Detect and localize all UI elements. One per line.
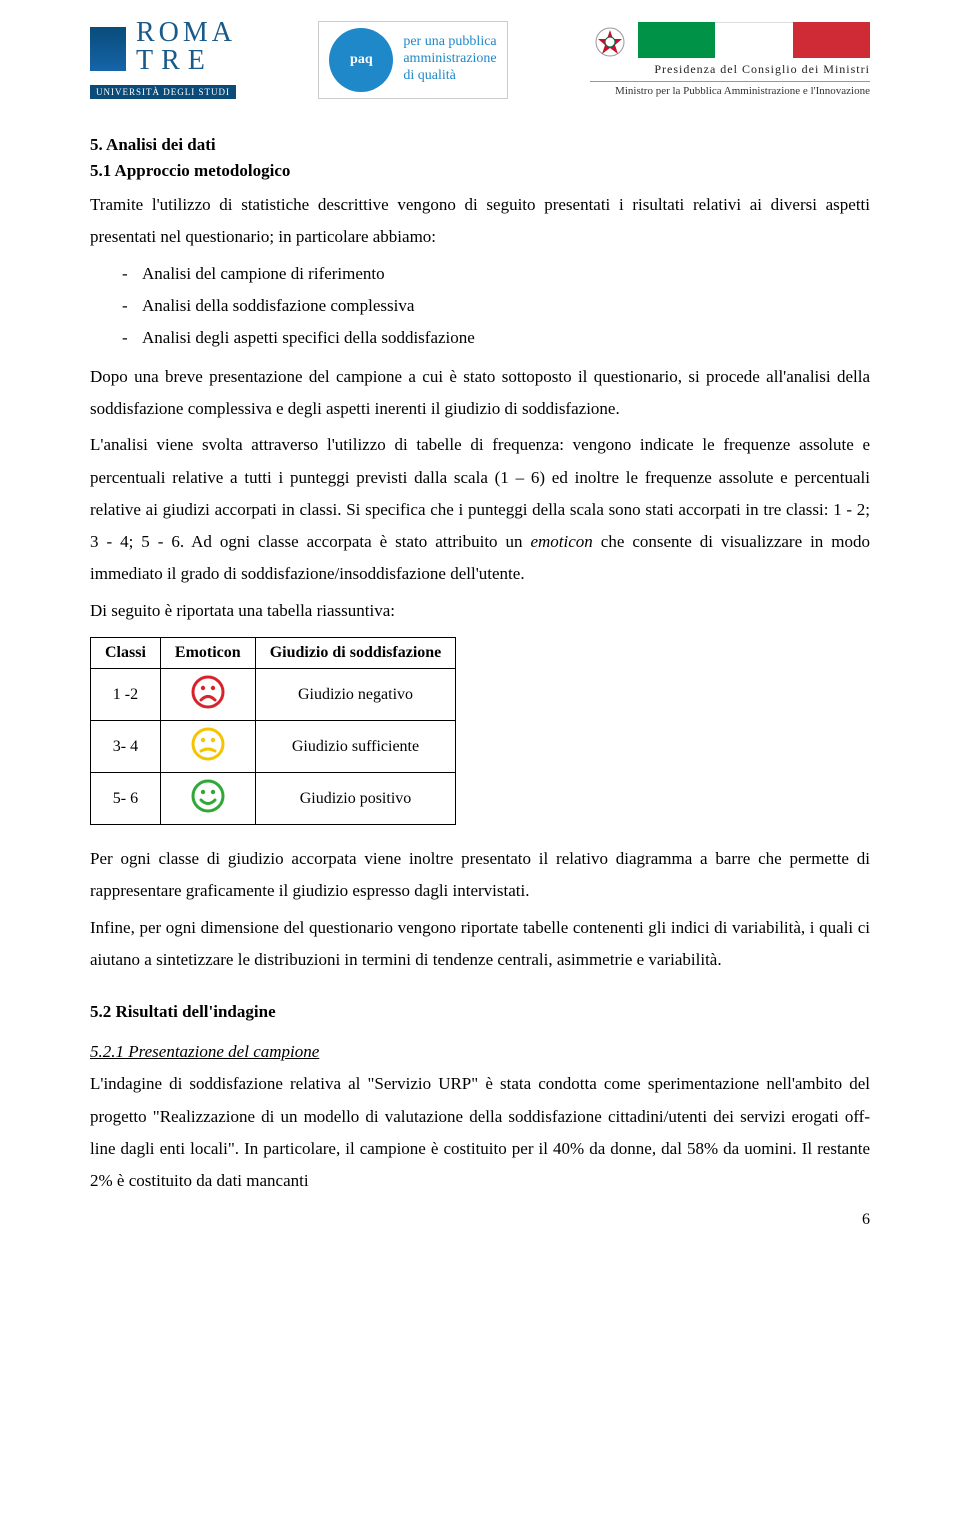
emoticon-table: Classi Emoticon Giudizio di soddisfazion… <box>90 637 456 825</box>
logo-roma-text: ROMA TRE <box>136 20 236 77</box>
logo-roma-tre-top: ROMA TRE <box>90 20 236 77</box>
roma-line1: ROMA <box>136 20 236 45</box>
italian-flag-icon <box>638 22 870 58</box>
paq-line2: amministrazione <box>403 51 496 68</box>
table-header: Giudizio di soddisfazione <box>255 638 456 669</box>
table-row: 1 -2 Giudizio negativo <box>91 669 456 721</box>
header-logos: ROMA TRE UNIVERSITÀ DEGLI STUDI paq per … <box>90 20 870 99</box>
table-row: 3- 4 Giudizio sufficiente <box>91 721 456 773</box>
section-5-2-title: 5.2 Risultati dell'indagine <box>90 1002 870 1022</box>
bullet-item: Analisi degli aspetti specifici della so… <box>90 322 870 354</box>
para-6: Infine, per ogni dimensione del question… <box>90 912 870 977</box>
table-header-row: Classi Emoticon Giudizio di soddisfazion… <box>91 638 456 669</box>
class-cell: 5- 6 <box>91 773 161 825</box>
bullet-item: Analisi del campione di riferimento <box>90 258 870 290</box>
para-4: Di seguito è riportata una tabella riass… <box>90 595 870 627</box>
bullet-item: Analisi della soddisfazione complessiva <box>90 290 870 322</box>
para-2: Dopo una breve presentazione del campion… <box>90 361 870 426</box>
judgement-cell: Giudizio sufficiente <box>255 721 456 773</box>
emoticon-cell <box>160 773 255 825</box>
table-row: 5- 6 Giudizio positivo <box>91 773 456 825</box>
sad-face-icon <box>191 675 225 709</box>
emoticon-cell <box>160 721 255 773</box>
smile-face-icon <box>191 779 225 813</box>
para-3: L'analisi viene svolta attraverso l'util… <box>90 429 870 590</box>
ministro-line: Ministro per la Pubblica Amministrazione… <box>590 81 870 97</box>
roma-blue-square-icon <box>90 27 126 71</box>
logo-paq: paq per una pubblica amministrazione di … <box>318 21 507 99</box>
table-header: Emoticon <box>160 638 255 669</box>
judgement-cell: Giudizio positivo <box>255 773 456 825</box>
paq-line1: per una pubblica <box>403 34 496 51</box>
italian-emblem-icon <box>590 22 630 62</box>
emoticon-cell <box>160 669 255 721</box>
class-cell: 3- 4 <box>91 721 161 773</box>
paq-text: per una pubblica amministrazione di qual… <box>403 34 496 84</box>
document-page: ROMA TRE UNIVERSITÀ DEGLI STUDI paq per … <box>0 0 960 1241</box>
roma-line2: TRE <box>136 45 236 77</box>
judgement-cell: Giudizio negativo <box>255 669 456 721</box>
bullet-list: Analisi del campione di riferimento Anal… <box>90 258 870 355</box>
para-521: L'indagine di soddisfazione relativa al … <box>90 1068 870 1197</box>
presidenza-line: Presidenza del Consiglio dei Ministri <box>590 62 870 77</box>
para-5: Per ogni classe di giudizio accorpata vi… <box>90 843 870 908</box>
neutral-face-icon <box>191 727 225 761</box>
paq-circle-icon: paq <box>329 28 393 92</box>
logo-roma-tre: ROMA TRE UNIVERSITÀ DEGLI STUDI <box>90 20 236 99</box>
roma-subtitle: UNIVERSITÀ DEGLI STUDI <box>90 85 236 99</box>
paq-line3: di qualità <box>403 68 496 85</box>
class-cell: 1 -2 <box>91 669 161 721</box>
page-number: 6 <box>862 1211 870 1229</box>
para-3-em: emoticon <box>530 532 592 551</box>
paq-badge-text: paq <box>350 52 373 68</box>
section-5-title: 5. Analisi dei dati <box>90 135 870 155</box>
section-5-1-title: 5.1 Approccio metodologico <box>90 161 870 181</box>
para-intro: Tramite l'utilizzo di statistiche descri… <box>90 189 870 254</box>
section-5-2-1-title: 5.2.1 Presentazione del campione <box>90 1042 870 1062</box>
table-header: Classi <box>91 638 161 669</box>
logo-presidenza: Presidenza del Consiglio dei Ministri Mi… <box>590 22 870 97</box>
